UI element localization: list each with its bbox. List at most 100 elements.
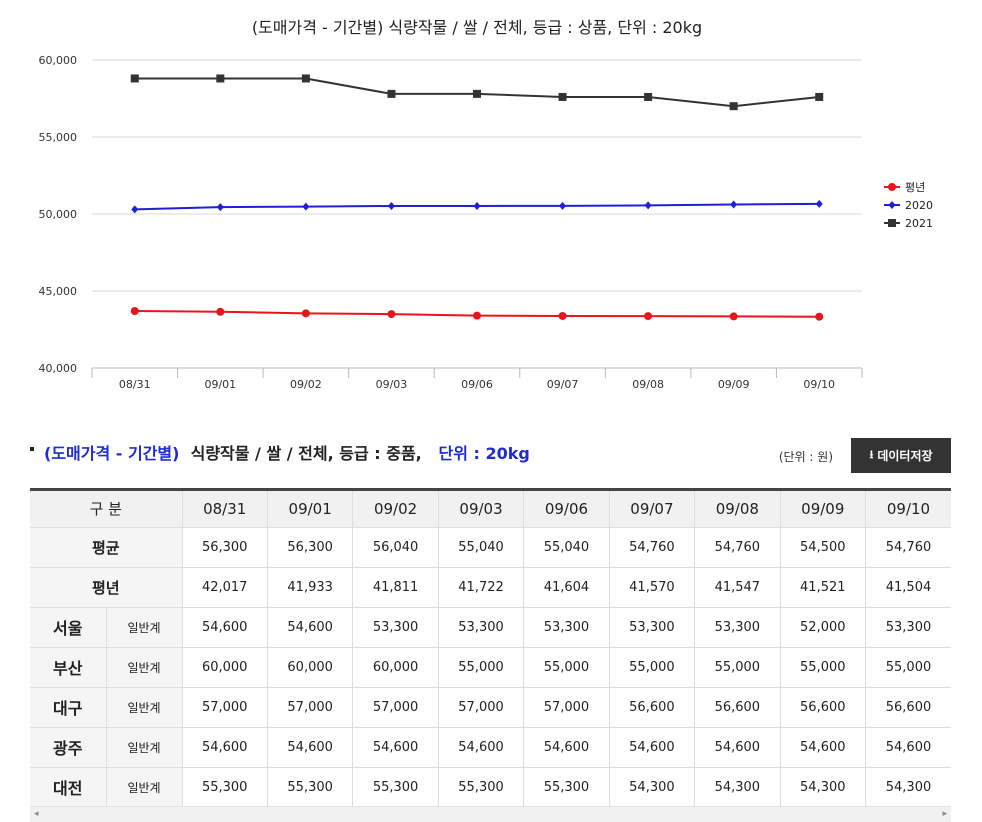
horizontal-scrollbar[interactable]: ◂ ▸ [30, 806, 951, 822]
download-icon: ⭳ [869, 449, 874, 461]
table-column-header: 08/31 [181, 491, 268, 528]
table-row: 대구 일반계 57,000 57,000 57,000 57,000 57,000 56,60… [30, 686, 951, 728]
table-header-label: 구 분 [30, 491, 183, 528]
section-title-prefix: (도매가격 - 기간별) [44, 444, 180, 463]
data-point [815, 312, 824, 321]
data-save-button[interactable]: ⭳ 데이터저장 [851, 438, 951, 473]
table-cell: 56,600 [608, 686, 696, 728]
x-tick-label: 09/08 [632, 378, 664, 391]
legend-label: 2021 [905, 217, 933, 230]
variety-label: 일반계 [105, 766, 183, 806]
data-point [216, 74, 225, 83]
table-cell: 54,600 [608, 726, 696, 768]
unit-note: (단위 : 원) [778, 450, 833, 464]
price-table: 구 분 08/31 09/01 09/02 09/03 09/06 09/07 09/08 0… [30, 491, 951, 806]
table-cell: 55,300 [181, 766, 268, 806]
table-cell: 54,300 [865, 766, 951, 806]
data-point [216, 203, 224, 212]
data-point [216, 307, 225, 316]
data-point [131, 205, 139, 214]
table-cell: 41,547 [694, 566, 781, 608]
y-tick-label: 50,000 [39, 208, 78, 221]
table-cell: 54,600 [266, 726, 354, 768]
table-cell: 54,600 [181, 726, 268, 768]
table-cell: 55,300 [266, 766, 354, 806]
table-cell: 53,300 [608, 606, 696, 648]
bullet-icon [30, 446, 34, 451]
table-header-row: 구 분 08/31 09/01 09/02 09/03 09/06 09/07 09/08 0… [30, 491, 951, 528]
price-chart: (도매가격 - 기간별) 식량작물 / 쌀 / 전체, 등급 : 상품, 단위 … [0, 0, 982, 400]
table-cell: 41,521 [779, 566, 867, 608]
table-cell: 41,811 [352, 566, 439, 608]
city-label: 부산 [30, 646, 107, 688]
table-cell: 41,604 [523, 566, 610, 608]
table-cell: 55,300 [437, 766, 525, 806]
table-cell: 55,000 [608, 646, 696, 688]
data-point [301, 309, 310, 318]
data-point [644, 312, 653, 321]
data-point [387, 310, 396, 319]
section-title-unit: 단위 : 20kg [438, 444, 530, 463]
table-cell: 54,760 [865, 526, 951, 568]
table-column-header: 09/10 [865, 491, 951, 528]
scroll-right-icon[interactable]: ▸ [942, 809, 947, 819]
table-cell: 55,300 [523, 766, 610, 806]
table-cell: 55,000 [865, 646, 951, 688]
table-cell: 55,000 [523, 646, 610, 688]
scrollbar-thumb[interactable] [44, 811, 937, 819]
x-tick-label: 09/07 [547, 378, 579, 391]
table-cell: 54,600 [694, 726, 781, 768]
data-save-label: 데이터저장 [877, 449, 933, 463]
data-point [387, 201, 395, 210]
data-point [729, 312, 738, 321]
table-cell: 54,500 [779, 526, 867, 568]
table-cell: 55,000 [694, 646, 781, 688]
table-cell: 54,760 [694, 526, 781, 568]
data-point [644, 92, 653, 101]
table-body: 평균 56,300 56,300 56,040 55,040 55,040 54,760 54… [30, 526, 951, 806]
scroll-left-icon[interactable]: ◂ [34, 809, 39, 819]
x-tick-label: 09/09 [718, 378, 750, 391]
legend-marker [888, 201, 896, 209]
city-label: 대전 [30, 766, 107, 806]
data-point [815, 92, 824, 101]
data-point [473, 311, 481, 320]
legend-label: 평년 [905, 181, 925, 194]
table-cell: 55,040 [437, 526, 525, 568]
table-cell: 54,600 [437, 726, 525, 768]
data-point [815, 199, 823, 208]
table-cell: 55,040 [523, 526, 610, 568]
data-point [387, 89, 396, 98]
data-point [729, 102, 738, 111]
variety-label: 일반계 [105, 646, 183, 688]
table-cell: 53,300 [694, 606, 781, 648]
table-column-header: 09/01 [266, 491, 354, 528]
table-cell: 56,300 [181, 526, 268, 568]
table-cell: 54,300 [779, 766, 867, 806]
table-row: 평년 42,017 41,933 41,811 41,722 41,604 41,570 41… [30, 566, 951, 608]
table-cell: 55,000 [437, 646, 525, 688]
legend-marker [888, 183, 896, 191]
table-cell: 54,760 [608, 526, 696, 568]
variety-label: 일반계 [105, 606, 183, 648]
table-row: 대전 일반계 55,300 55,300 55,300 55,300 55,300 54,30… [30, 766, 951, 806]
x-tick-label: 09/01 [204, 378, 236, 391]
variety-label: 일반계 [105, 726, 183, 768]
table-column-header: 09/07 [608, 491, 696, 528]
x-tick-label: 09/03 [376, 378, 408, 391]
table-cell: 54,600 [779, 726, 867, 768]
table-cell: 54,600 [181, 606, 268, 648]
table-column-header: 09/09 [779, 491, 867, 528]
table-cell: 55,000 [779, 646, 867, 688]
table-cell: 54,600 [865, 726, 951, 768]
city-label: 광주 [30, 726, 107, 768]
data-point [301, 74, 310, 83]
table-cell: 41,504 [865, 566, 951, 608]
data-point [730, 200, 738, 209]
line-chart-svg: (도매가격 - 기간별) 식량작물 / 쌀 / 전체, 등급 : 상품, 단위 … [39, 18, 934, 391]
variety-label: 일반계 [105, 686, 183, 728]
table-column-header: 09/08 [694, 491, 781, 528]
data-point [558, 92, 567, 101]
y-tick-label: 45,000 [39, 285, 78, 298]
x-tick-label: 09/02 [290, 378, 322, 391]
